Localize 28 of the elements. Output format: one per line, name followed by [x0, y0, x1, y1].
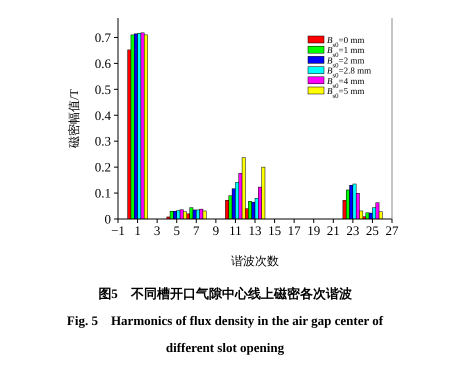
x-tick-label: 9 [212, 223, 220, 238]
x-tick-label: 11 [229, 223, 242, 238]
x-tick-label: 21 [326, 223, 340, 238]
legend-label: B$_{s0}$=0 mm [327, 35, 364, 48]
x-tick-label: 5 [173, 223, 180, 238]
x-tick-label: 15 [268, 223, 282, 238]
y-tick-label: 0.4 [94, 108, 112, 123]
y-axis-title: 磁密幅值/T [67, 88, 81, 149]
y-tick-label: 0.2 [94, 160, 111, 175]
x-tick-label: 7 [193, 223, 200, 238]
y-tick-label: 0 [104, 212, 111, 226]
x-tick-label: 3 [154, 223, 160, 238]
x-tick-label: 17 [288, 223, 302, 238]
y-tick-label: 0.5 [94, 82, 111, 97]
y-tick-label: 0.3 [94, 134, 111, 149]
caption: 图5 不同槽开口气隙中心线上磁密各次谐波 [98, 286, 353, 301]
x-axis-title: 谐波次数 [231, 254, 279, 268]
y-tick-label: 0.7 [94, 30, 112, 45]
caption: Fig. 5 Harmonics of flux density in the air gap center of different slot opening [66, 313, 384, 355]
x-tick-label: 25 [366, 223, 379, 238]
x-tick-label: 1 [134, 223, 141, 238]
x-tick-label: 13 [248, 223, 262, 238]
x-tick-label: 27 [386, 223, 399, 238]
x-tick-label: −1 [111, 223, 125, 238]
x-tick-label: 23 [346, 223, 360, 238]
y-tick-label: 0.6 [94, 56, 112, 71]
y-tick-label: 0.1 [94, 186, 111, 201]
x-tick-label: 19 [307, 223, 320, 238]
